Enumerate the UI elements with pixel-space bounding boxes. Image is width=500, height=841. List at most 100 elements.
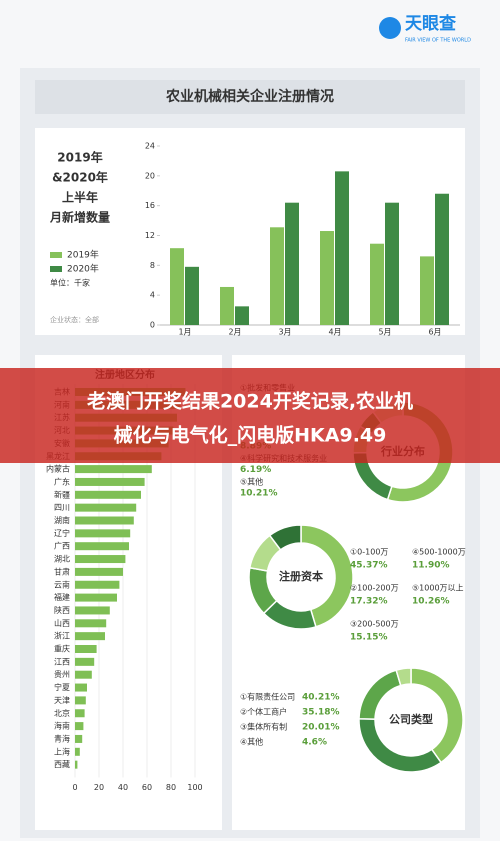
x-tick-label: 2月 bbox=[228, 328, 241, 337]
x-tick-label: 4月 bbox=[328, 328, 341, 337]
center-label: 公司类型 bbox=[389, 712, 433, 726]
donut-segment bbox=[395, 667, 412, 687]
x-tick-label: 20 bbox=[94, 783, 104, 792]
bar bbox=[75, 529, 131, 538]
title-box bbox=[35, 80, 465, 114]
value-label: 11.90% bbox=[412, 561, 450, 571]
bar bbox=[75, 516, 134, 525]
y-tick-label: 广东 bbox=[54, 476, 70, 486]
y-tick-label: 贵州 bbox=[54, 669, 70, 679]
y-tick-label: 山西 bbox=[54, 618, 70, 628]
bar bbox=[170, 248, 184, 325]
y-tick-label: 16 bbox=[145, 201, 155, 210]
x-tick-label: 100 bbox=[187, 783, 202, 792]
y-tick-label: 海南 bbox=[54, 721, 70, 731]
center-label: 注册资本 bbox=[279, 569, 323, 583]
title: 农业机械相关企业注册情况 bbox=[165, 88, 334, 105]
value-label: 40.21% bbox=[302, 693, 340, 703]
bar bbox=[75, 645, 97, 653]
y-tick-label: 青海 bbox=[54, 733, 70, 743]
y-tick-label: 内蒙古 bbox=[46, 464, 70, 474]
y-tick-label: 湖北 bbox=[54, 555, 70, 564]
bar bbox=[75, 542, 129, 551]
bar bbox=[75, 734, 83, 743]
y-tick-label: 0 bbox=[150, 321, 155, 330]
x-tick-label: 80 bbox=[166, 783, 176, 792]
y-tick-label: 江西 bbox=[54, 657, 70, 666]
bar bbox=[75, 555, 126, 564]
bar bbox=[75, 477, 145, 486]
banner: 老澳门开奖结果2024开奖记录,农业机 bbox=[87, 390, 413, 413]
legend-swatch bbox=[50, 266, 62, 272]
note: 企业状态：全部 bbox=[50, 315, 99, 324]
bar bbox=[320, 231, 334, 325]
legend-label: ③200-500万 bbox=[350, 620, 399, 629]
bar bbox=[75, 760, 78, 769]
y-tick-label: 陕西 bbox=[54, 605, 70, 615]
bar bbox=[335, 171, 349, 325]
value-label: 10.21% bbox=[240, 489, 278, 499]
x-tick-label: 6月 bbox=[428, 328, 441, 337]
y-tick-label: 辽宁 bbox=[54, 528, 70, 538]
bar bbox=[75, 683, 87, 692]
y-tick-label: 天津 bbox=[54, 695, 70, 705]
unit: 单位：千家 bbox=[50, 278, 90, 288]
bar bbox=[385, 202, 399, 325]
value-label: 10.26% bbox=[412, 597, 450, 607]
legend-label: ①0-100万 bbox=[350, 548, 388, 557]
x-tick-label: 40 bbox=[118, 783, 128, 792]
side-title: &2020年 bbox=[52, 170, 108, 185]
bar bbox=[75, 490, 141, 499]
y-tick-label: 新疆 bbox=[54, 489, 70, 499]
legend-label: ④500-1000万 bbox=[412, 548, 466, 557]
bar bbox=[75, 593, 117, 602]
y-tick-label: 浙江 bbox=[54, 631, 70, 641]
x-tick-label: 3月 bbox=[278, 328, 291, 337]
y-tick-label: 湖南 bbox=[54, 515, 70, 525]
legend-label: 2020年 bbox=[67, 263, 99, 275]
bar bbox=[235, 306, 249, 325]
logo-sub: FAIR VIEW OF THE WORLD bbox=[405, 38, 471, 44]
value-label: 20.01% bbox=[302, 723, 340, 733]
bar bbox=[75, 747, 80, 756]
x-tick-label: 1月 bbox=[178, 328, 191, 337]
y-tick-label: 宁夏 bbox=[54, 682, 70, 692]
y-tick-label: 12 bbox=[145, 231, 155, 240]
y-tick-label: 西藏 bbox=[54, 759, 70, 769]
bar bbox=[370, 243, 384, 325]
y-tick-label: 福建 bbox=[54, 592, 70, 602]
bar bbox=[75, 606, 110, 615]
bar bbox=[75, 580, 120, 589]
legend-label: ⑤1000万以上 bbox=[412, 584, 464, 593]
x-tick-label: 0 bbox=[72, 783, 77, 792]
y-tick-label: 云南 bbox=[54, 579, 70, 589]
bar bbox=[75, 503, 137, 512]
value-label: 6.19% bbox=[240, 465, 271, 475]
banner: 械化与电气化_闪电版HKA9.49 bbox=[114, 424, 387, 447]
donut-segment bbox=[268, 524, 302, 551]
bar bbox=[75, 567, 123, 576]
donut-segment bbox=[300, 524, 354, 628]
value-label: 35.18% bbox=[302, 708, 340, 718]
value-label: 45.37% bbox=[350, 561, 388, 571]
y-tick-label: 24 bbox=[145, 142, 155, 151]
legend-label: ①有限责任公司 bbox=[240, 692, 295, 702]
y-tick-label: 重庆 bbox=[54, 644, 70, 654]
side-title: 上半年 bbox=[62, 190, 98, 205]
x-tick-label: 5月 bbox=[378, 328, 391, 337]
legend-label: ⑤其他 bbox=[240, 477, 263, 487]
value-label: 15.15% bbox=[350, 633, 388, 643]
bar bbox=[75, 657, 95, 666]
value-label: 4.6% bbox=[302, 738, 327, 748]
y-tick-label: 四川 bbox=[54, 503, 70, 512]
logo-icon bbox=[379, 17, 401, 39]
bar bbox=[75, 465, 152, 474]
y-tick-label: 4 bbox=[150, 291, 155, 300]
legend-label: ③集体所有制 bbox=[240, 722, 287, 732]
y-tick-label: 20 bbox=[145, 171, 155, 180]
x-tick-label: 60 bbox=[142, 783, 152, 792]
y-tick-label: 上海 bbox=[54, 746, 70, 756]
legend-label: ②个体工商户 bbox=[240, 707, 287, 717]
bar bbox=[435, 193, 449, 325]
bar bbox=[285, 202, 299, 325]
